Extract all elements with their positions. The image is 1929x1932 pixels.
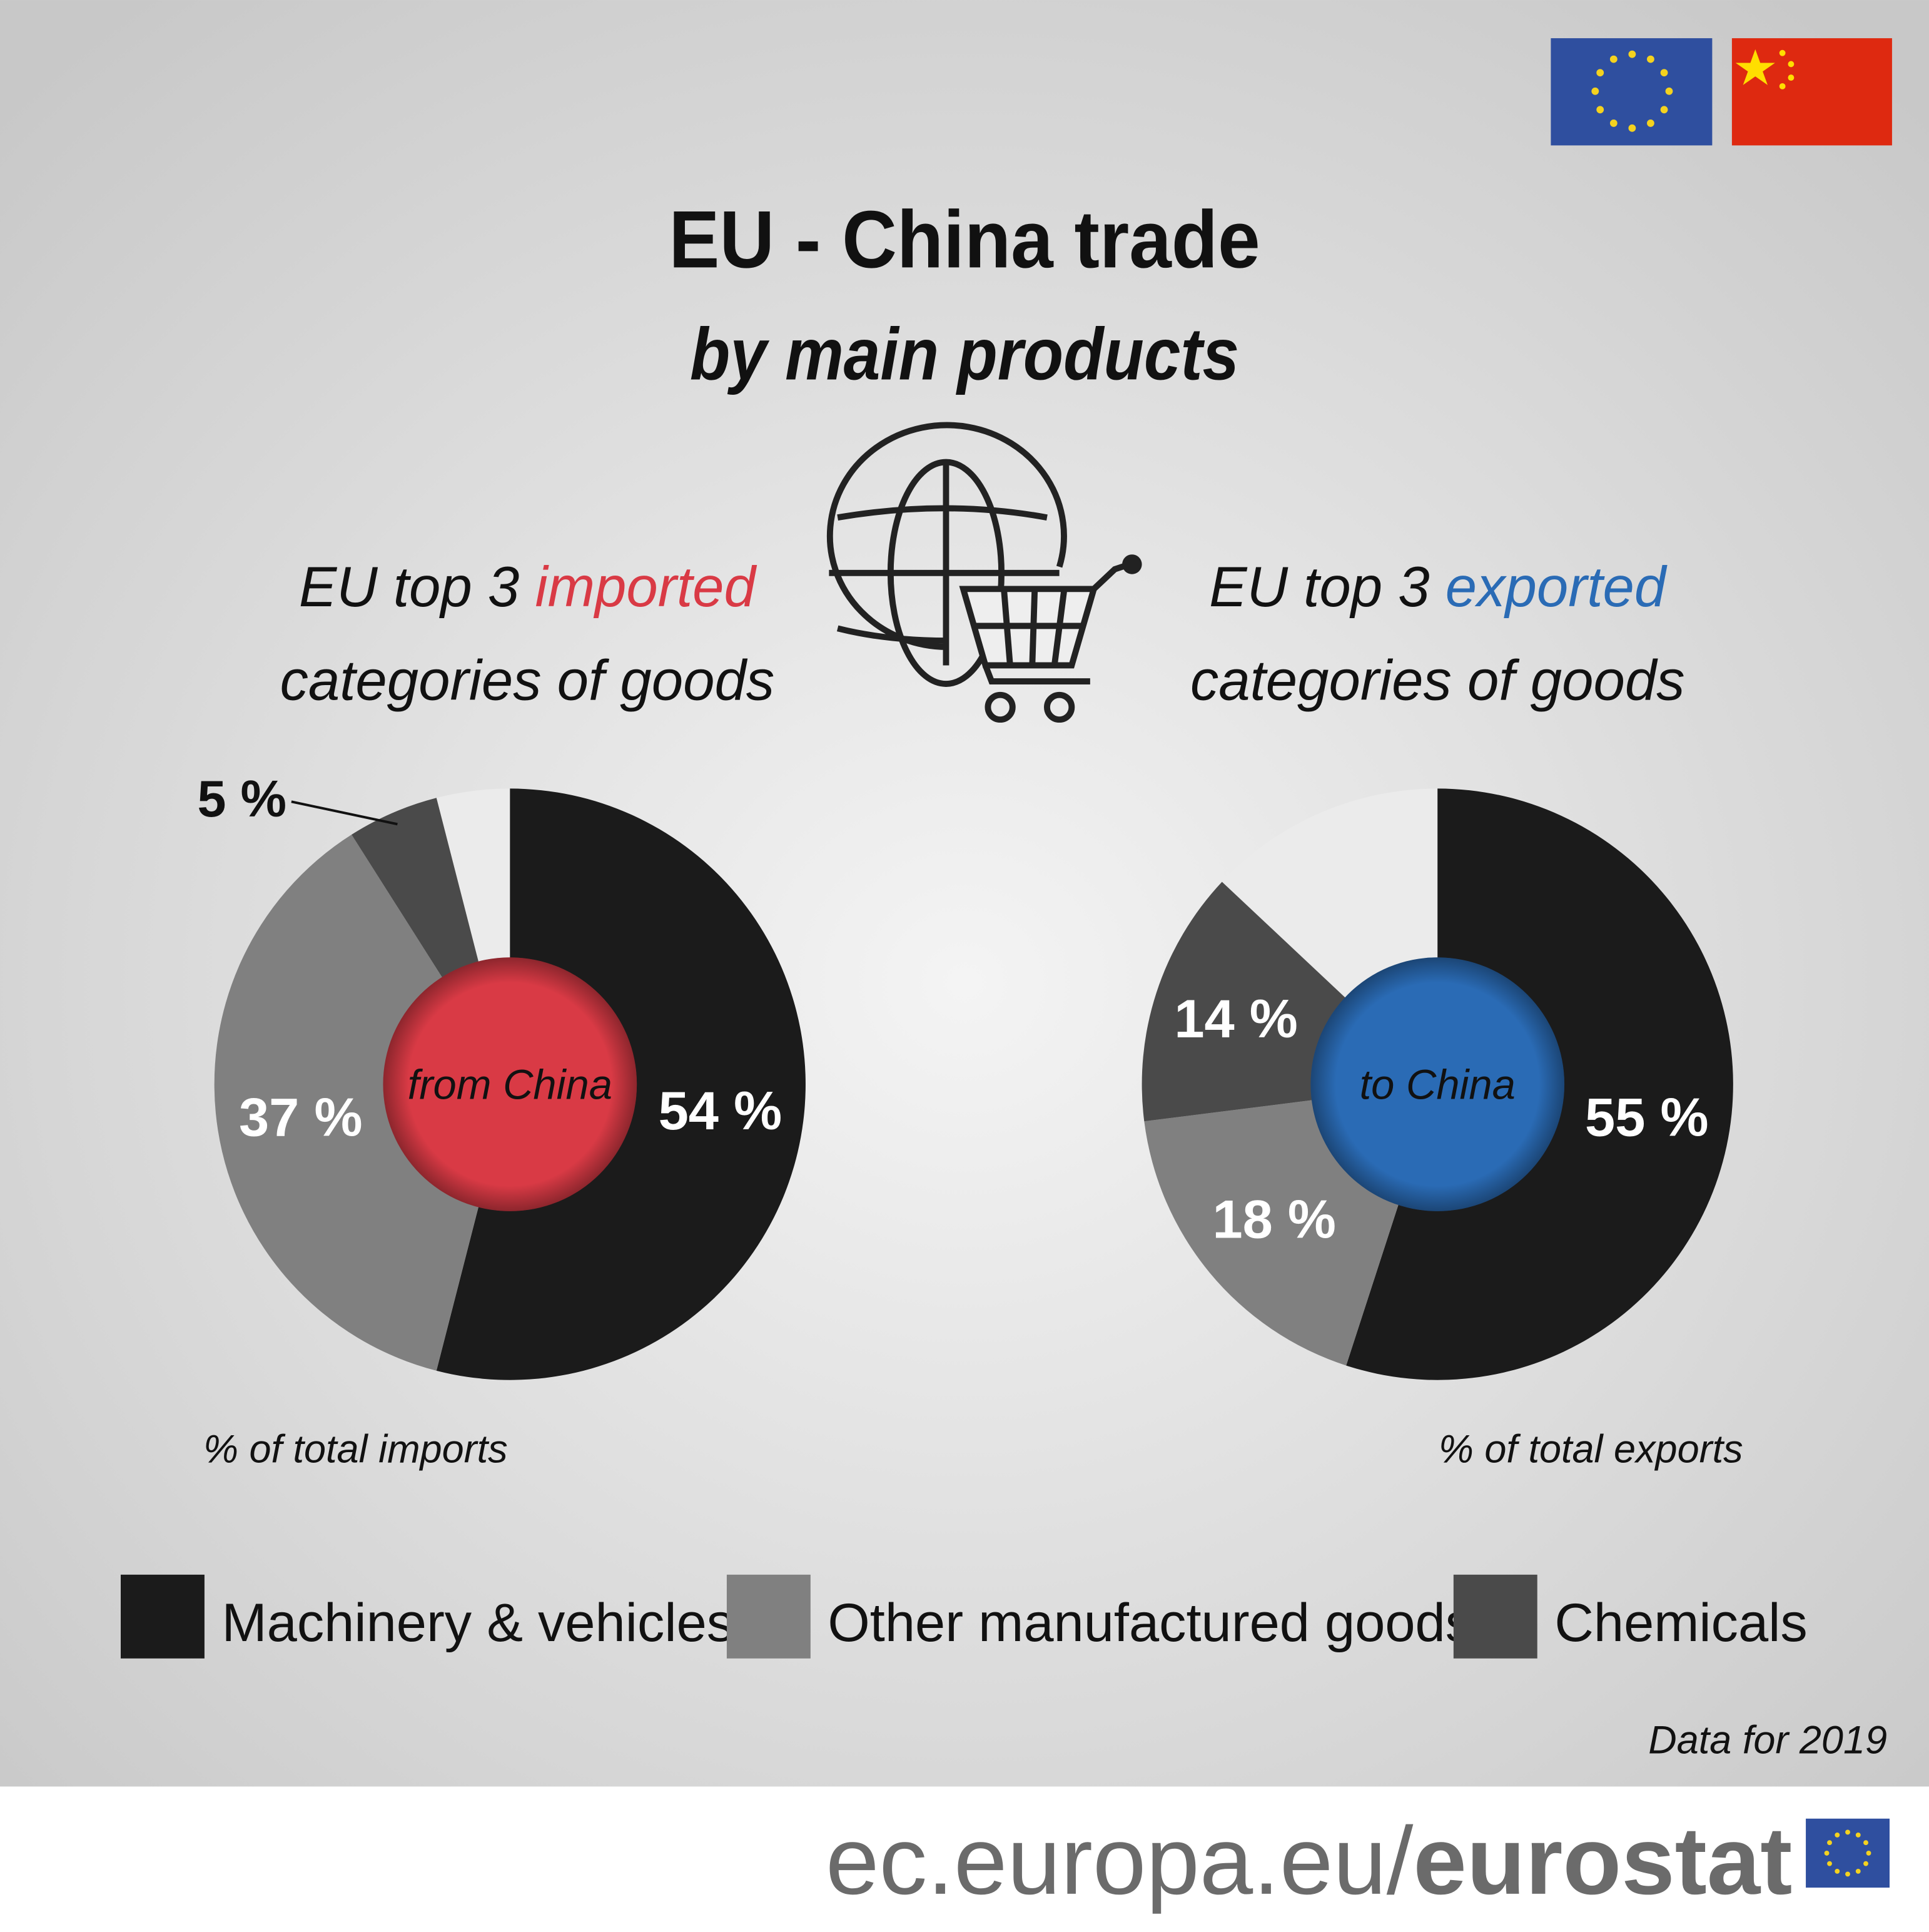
title: EU - China trade [669, 193, 1260, 285]
star [1824, 1850, 1830, 1856]
chart-note: % of total exports [1439, 1428, 1743, 1472]
star [1866, 1850, 1871, 1856]
star [1647, 119, 1654, 127]
star [1835, 1868, 1840, 1874]
star [1855, 1868, 1861, 1874]
footer-url: ec.europa.eu/eurostat [826, 1807, 1792, 1914]
legend-label: Machinery & vehicles [221, 1593, 734, 1653]
chart-title: EU top 3 imported [299, 556, 757, 619]
star [1845, 1871, 1850, 1877]
star [1596, 106, 1604, 114]
chart-title-part: EU top 3 [299, 556, 519, 619]
leader-line [291, 800, 398, 826]
star [1855, 1832, 1861, 1838]
star [1596, 69, 1604, 77]
subtitle: by main products [690, 313, 1239, 396]
chart-title: categories of goods [1190, 649, 1685, 713]
star [1628, 124, 1636, 132]
value-label: 14 % [1174, 989, 1297, 1049]
value-label: 18 % [1212, 1190, 1335, 1250]
star [1845, 1829, 1850, 1835]
chart-title-highlight: imported [535, 556, 757, 619]
chart-title: EU top 3 exported [1209, 556, 1668, 619]
center-label: from China [408, 1062, 612, 1109]
star [1660, 69, 1668, 77]
star [1609, 119, 1618, 127]
star [1863, 1861, 1868, 1866]
value-label: 5 % [197, 770, 286, 828]
star [1647, 55, 1654, 63]
trade-icon [1122, 554, 1142, 574]
footer-url: ec.europa.eu/ [826, 1807, 1414, 1914]
trade-icon [826, 422, 1131, 723]
star [1835, 1832, 1840, 1838]
star [1660, 106, 1668, 114]
star [1628, 50, 1636, 58]
legend-swatch [120, 1574, 205, 1659]
footer-band [0, 1786, 1929, 1932]
eu-flag [1551, 38, 1713, 146]
star [1827, 1840, 1832, 1846]
center-shade [383, 957, 637, 1211]
pie-slice [214, 834, 510, 1371]
value-label: 54 % [659, 1081, 782, 1141]
legend-swatch [726, 1574, 811, 1659]
legend-swatch [1453, 1574, 1537, 1659]
chart-title: categories of goods [280, 649, 775, 713]
star [1827, 1861, 1832, 1866]
star [1591, 87, 1599, 95]
star [1665, 87, 1673, 95]
center-shade [1310, 957, 1565, 1211]
value-label: 55 % [1585, 1088, 1708, 1148]
eu-flag-small [1806, 1818, 1890, 1888]
chart-note: % of total imports [203, 1428, 508, 1472]
star [1609, 55, 1618, 63]
legend-label: Chemicals [1554, 1593, 1807, 1653]
source: Data for 2019 [1648, 1718, 1887, 1762]
value-label: 37 % [239, 1088, 362, 1148]
star [1863, 1840, 1868, 1846]
chart-title-part: EU top 3 [1209, 556, 1429, 619]
center-label: to China [1360, 1062, 1516, 1109]
footer-brand: eurostat [1413, 1807, 1792, 1914]
china-flag [1731, 38, 1892, 146]
chart-title-highlight: exported [1445, 556, 1668, 619]
legend-label: Other manufactured goods [828, 1593, 1472, 1653]
